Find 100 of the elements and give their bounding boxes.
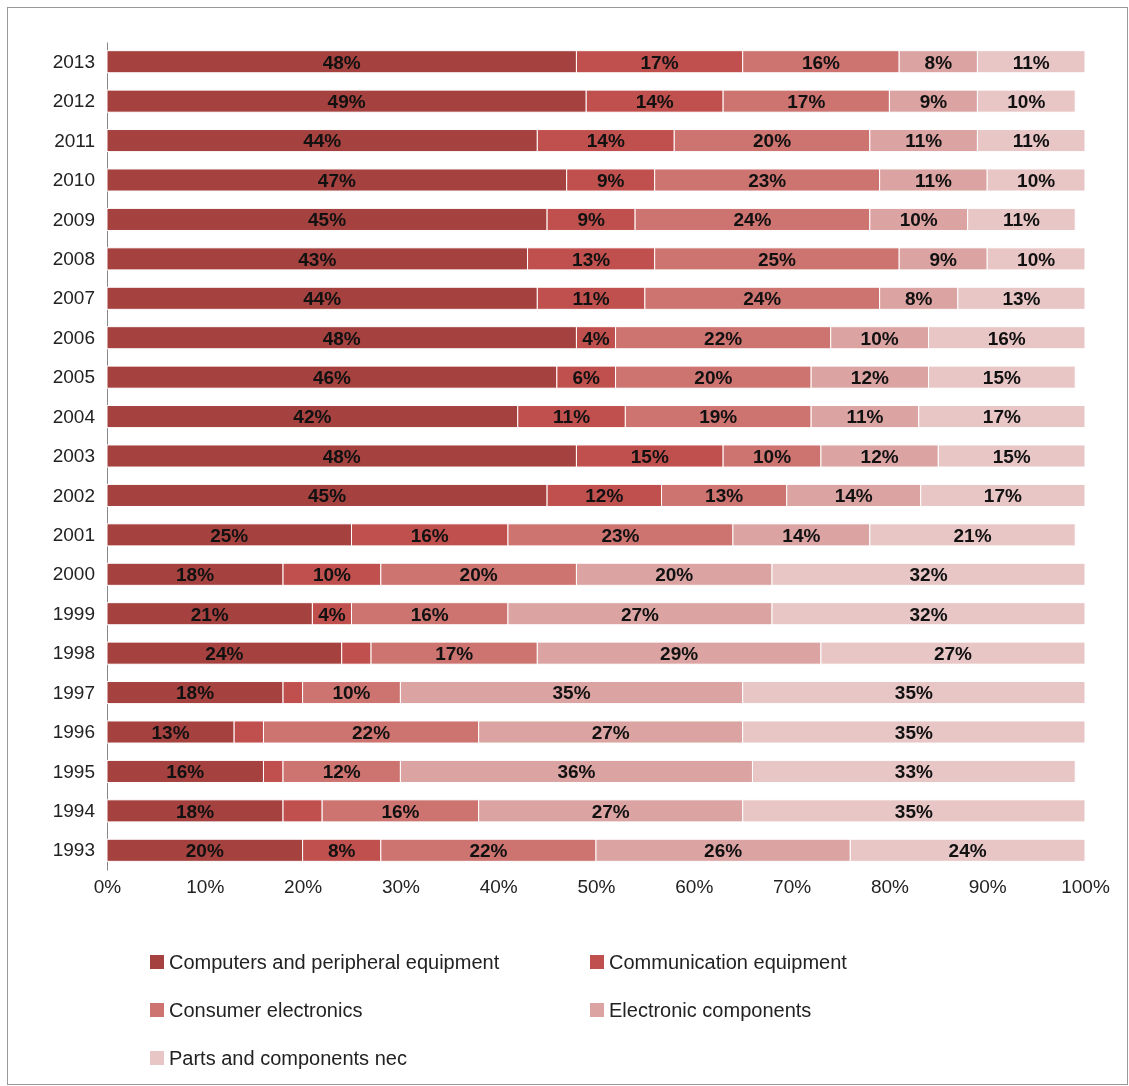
data-label: 9% xyxy=(596,169,625,191)
data-label: 10% xyxy=(1017,169,1056,191)
y-tick-label: 2006 xyxy=(52,326,95,348)
data-label: 11% xyxy=(553,406,591,428)
y-tick-label: 1998 xyxy=(52,642,95,664)
data-label: 29% xyxy=(660,642,699,664)
y-tick-label: 2002 xyxy=(52,484,95,506)
data-label: 24% xyxy=(205,642,244,664)
data-label: 14% xyxy=(782,524,821,546)
data-label: 9% xyxy=(577,209,605,231)
data-label: 16% xyxy=(987,327,1026,349)
data-label: 13% xyxy=(151,721,190,743)
data-label: 14% xyxy=(586,130,625,152)
data-label: 10% xyxy=(1017,248,1056,270)
data-label: 48% xyxy=(322,327,361,349)
data-label: 13% xyxy=(572,248,611,270)
data-label: 11% xyxy=(846,406,884,428)
data-label: 10% xyxy=(312,564,352,586)
data-label: 8% xyxy=(327,840,356,862)
data-label: 12% xyxy=(850,366,889,388)
data-label: 17% xyxy=(435,642,474,664)
data-label: 17% xyxy=(983,485,1022,507)
data-label: 48% xyxy=(322,445,361,467)
data-label: 10% xyxy=(753,445,792,467)
data-label: 11% xyxy=(914,169,952,191)
data-label: 46% xyxy=(312,366,352,388)
data-label: 15% xyxy=(992,445,1031,467)
data-label: 12% xyxy=(322,761,361,783)
x-tick-label: 60% xyxy=(675,876,714,898)
data-label: 32% xyxy=(909,564,948,586)
data-label: 42% xyxy=(293,406,332,428)
data-label: 22% xyxy=(704,327,743,349)
data-label: 10% xyxy=(1007,90,1046,112)
data-label: 26% xyxy=(704,840,743,862)
data-label: 8% xyxy=(924,51,953,73)
data-label: 49% xyxy=(327,90,366,112)
data-label: 14% xyxy=(635,90,674,112)
y-tick-label: 2005 xyxy=(52,366,95,388)
data-label: 13% xyxy=(1002,288,1041,310)
data-label: 10% xyxy=(860,327,899,349)
data-label: 18% xyxy=(176,564,215,586)
y-tick-label: 2012 xyxy=(52,90,95,112)
data-label: 24% xyxy=(948,840,987,862)
data-label: 21% xyxy=(953,524,992,546)
data-label: 27% xyxy=(933,642,973,664)
data-label: 11% xyxy=(1012,51,1050,73)
data-label: 11% xyxy=(572,288,610,310)
data-label: 35% xyxy=(552,682,591,704)
y-tick-label: 2007 xyxy=(52,287,95,309)
data-label: 27% xyxy=(620,603,660,625)
y-tick-label: 1997 xyxy=(52,681,95,703)
data-label: 45% xyxy=(308,485,347,507)
data-label: 20% xyxy=(185,840,224,862)
data-label: 24% xyxy=(743,288,782,310)
data-label: 17% xyxy=(640,51,679,73)
y-tick-label: 2003 xyxy=(52,445,95,467)
data-label: 47% xyxy=(317,169,356,191)
data-label: 21% xyxy=(190,603,229,625)
y-tick-label: 2000 xyxy=(52,563,95,585)
y-tick-label: 2013 xyxy=(52,50,95,72)
data-label: 4% xyxy=(582,327,610,349)
data-label: 23% xyxy=(601,524,640,546)
data-label: 44% xyxy=(303,130,342,152)
data-label: 11% xyxy=(905,130,943,152)
data-label: 18% xyxy=(176,800,215,822)
x-tick-label: 20% xyxy=(284,876,323,898)
y-tick-label: 2011 xyxy=(54,129,95,151)
x-tick-label: 70% xyxy=(773,876,812,898)
data-label: 8% xyxy=(905,288,933,310)
data-label: 15% xyxy=(630,445,669,467)
data-label: 16% xyxy=(381,800,420,822)
y-tick-label: 2008 xyxy=(52,247,95,269)
data-label: 22% xyxy=(352,721,391,743)
data-label: 9% xyxy=(919,90,948,112)
data-label: 27% xyxy=(591,721,630,743)
data-label: 22% xyxy=(469,840,508,862)
data-label: 16% xyxy=(166,761,205,783)
data-label: 19% xyxy=(699,406,738,428)
x-tick-label: 50% xyxy=(577,876,616,898)
data-label: 25% xyxy=(210,524,249,546)
data-label: 18% xyxy=(176,682,215,704)
data-label: 10% xyxy=(332,682,371,704)
data-label: 24% xyxy=(733,209,772,231)
y-tick-label: 1993 xyxy=(52,839,95,861)
data-label: 20% xyxy=(753,130,792,152)
data-label: 11% xyxy=(1002,209,1041,231)
data-label: 33% xyxy=(894,761,933,783)
legend-label: Computers and peripheral equipment xyxy=(169,951,500,974)
y-tick-label: 2009 xyxy=(52,208,95,230)
y-tick-label: 2001 xyxy=(52,523,95,545)
data-label: 10% xyxy=(899,209,938,231)
data-label: 4% xyxy=(318,603,346,625)
data-label: 35% xyxy=(894,721,933,743)
y-tick-label: 2010 xyxy=(52,169,95,191)
data-label: 43% xyxy=(298,248,337,270)
legend-label: Electronic components xyxy=(609,999,812,1022)
data-label: 20% xyxy=(655,564,694,586)
y-tick-label: 1995 xyxy=(52,760,95,782)
legend-label: Communication equipment xyxy=(609,951,848,974)
data-label: 20% xyxy=(459,564,498,586)
